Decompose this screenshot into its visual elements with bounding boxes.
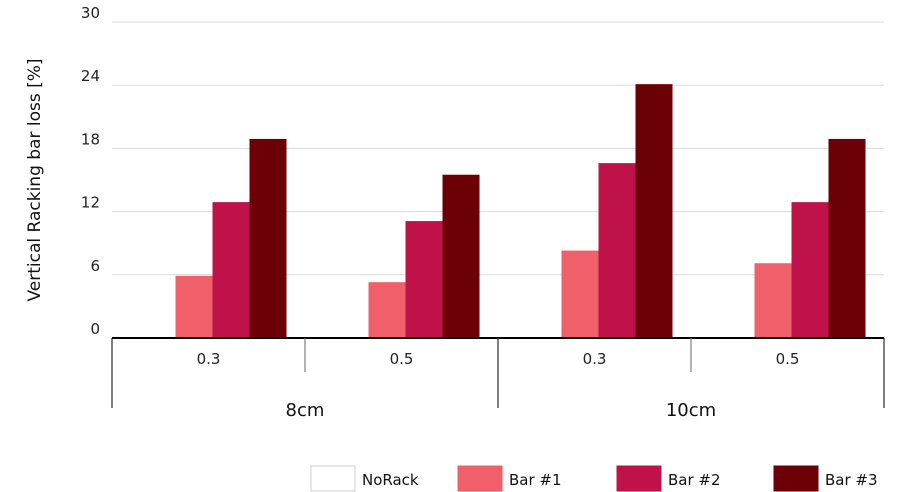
bar-bar-3-3 [828,138,866,338]
x-group-label: 8cm [286,400,325,421]
bar-bar-1-0 [175,275,213,338]
legend-label: Bar #3 [825,471,878,489]
bar-bar-1-1 [368,282,406,338]
y-tick-label: 18 [81,130,100,148]
bar-bar-3-1 [442,174,480,338]
y-tick-label: 12 [81,194,100,212]
x-tick-label: 0.5 [390,350,414,368]
x-tick-label: 0.3 [583,350,607,368]
y-tick-label: 0 [90,320,100,338]
legend-swatch-bar-3 [773,465,819,492]
y-tick-label: 6 [90,257,100,275]
bar-bar-2-3 [791,202,829,338]
legend-swatch-bar-1 [457,465,503,492]
bar-bar-3-2 [635,84,673,338]
bar-bar-2-1 [405,221,443,338]
bar-bar-2-2 [598,163,636,338]
legend-label: Bar #2 [668,471,721,489]
legend-swatch-norack [310,465,356,492]
legend-label: Bar #1 [509,471,562,489]
bar-bar-3-0 [249,138,287,338]
legend-swatch-bar-2 [616,465,662,492]
legend-label: NoRack [362,471,419,489]
y-tick-label: 24 [81,67,100,85]
y-tick-label: 30 [81,4,100,22]
x-tick-label: 0.5 [776,350,800,368]
bar-bar-1-2 [561,250,599,338]
bar-bar-2-0 [212,202,250,338]
x-group-label: 10cm [666,400,716,421]
y-axis-label: Vertical Racking bar loss [%] [25,58,45,301]
x-tick-label: 0.3 [197,350,221,368]
bar-bar-1-3 [754,263,792,338]
